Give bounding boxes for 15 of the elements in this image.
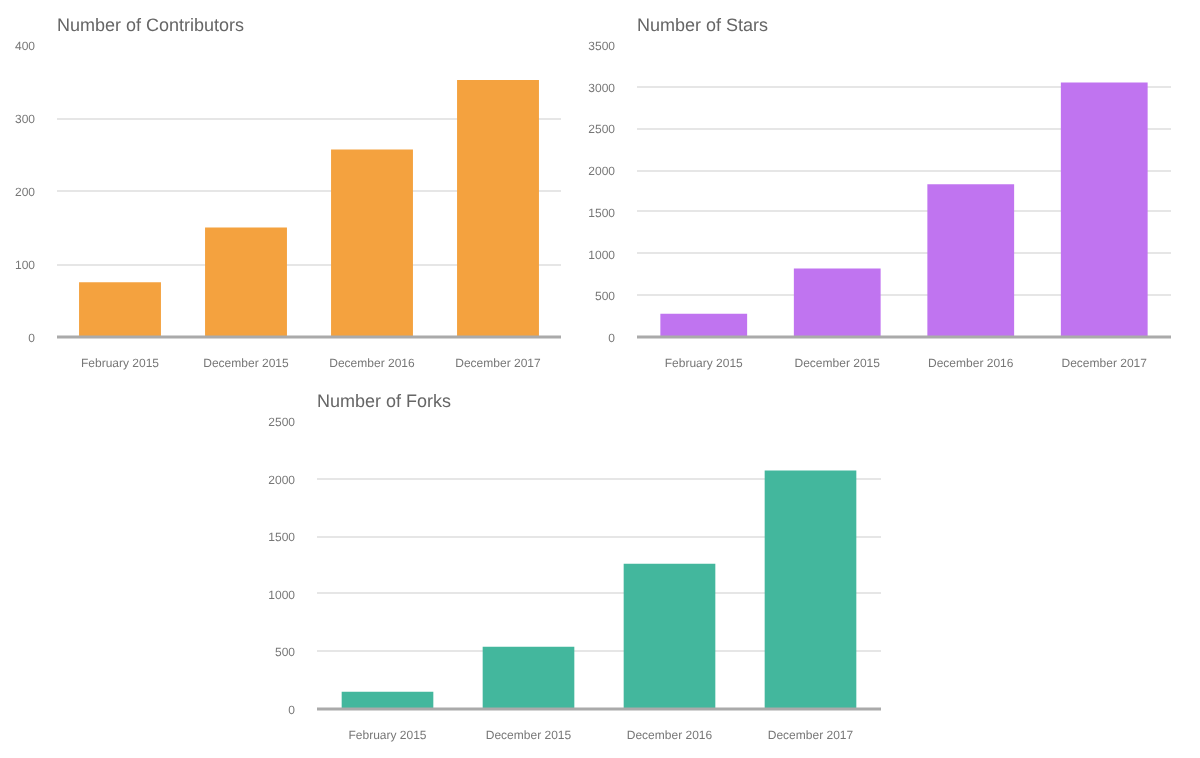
- bar: [764, 470, 857, 709]
- bar: [793, 268, 881, 337]
- bar: [331, 149, 413, 337]
- bar: [927, 184, 1015, 337]
- bar: [623, 563, 716, 709]
- chart-title: Number of Stars: [637, 15, 770, 35]
- chart-title: Number of Forks: [317, 391, 453, 411]
- bar: [457, 80, 539, 337]
- bar: [482, 646, 575, 709]
- bar: [1060, 82, 1148, 337]
- bar: [660, 313, 748, 337]
- chart-title: Number of Contributors: [57, 15, 246, 35]
- bar: [205, 227, 287, 337]
- bar: [79, 282, 161, 337]
- bar: [341, 691, 434, 709]
